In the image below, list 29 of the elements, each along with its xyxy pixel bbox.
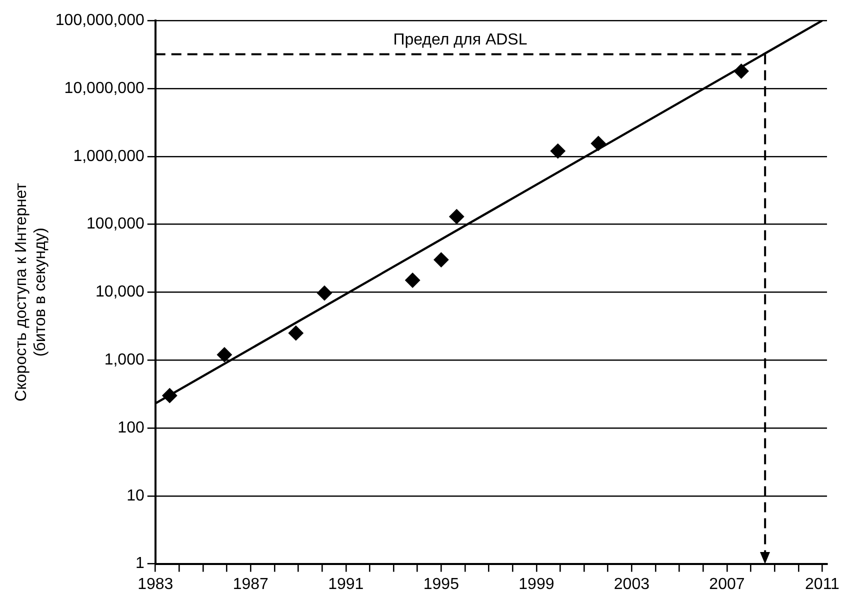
- y-tick-label: 100,000: [86, 216, 144, 233]
- y-tick-label: 10,000: [95, 284, 144, 301]
- x-tick-label: 1991: [328, 576, 364, 593]
- y-tick-label: 1,000,000: [73, 148, 144, 165]
- point: [734, 64, 749, 79]
- y-tick-label: 1: [135, 555, 144, 572]
- point: [405, 272, 420, 288]
- y-tick-label: 10,000,000: [64, 80, 144, 97]
- point: [316, 286, 332, 301]
- y-tick-label: 100,000,000: [55, 12, 144, 30]
- point: [449, 209, 464, 224]
- x-tick-label: 1999: [518, 576, 554, 593]
- ref-line-label: Предел для ADSL: [393, 32, 528, 49]
- point: [162, 388, 178, 404]
- y-axis-title: Скорость доступа к Интернет (битов в секунду): [13, 182, 50, 402]
- point: [216, 347, 232, 362]
- point: [590, 136, 606, 151]
- x-tick-label: 2007: [709, 576, 745, 593]
- y-tick-label: 1,000: [104, 352, 144, 369]
- point: [288, 326, 304, 341]
- y-tick-label: 10: [126, 487, 144, 504]
- y-tick-label: 100: [118, 419, 144, 436]
- x-tick-label: 2011: [805, 576, 840, 593]
- x-tick-label: 2003: [614, 576, 650, 593]
- x-tick-label: 1995: [423, 576, 460, 593]
- point: [434, 252, 449, 268]
- x-tick-label: 1983: [138, 576, 174, 593]
- x-tick-label: 1987: [232, 576, 269, 593]
- point: [550, 144, 566, 159]
